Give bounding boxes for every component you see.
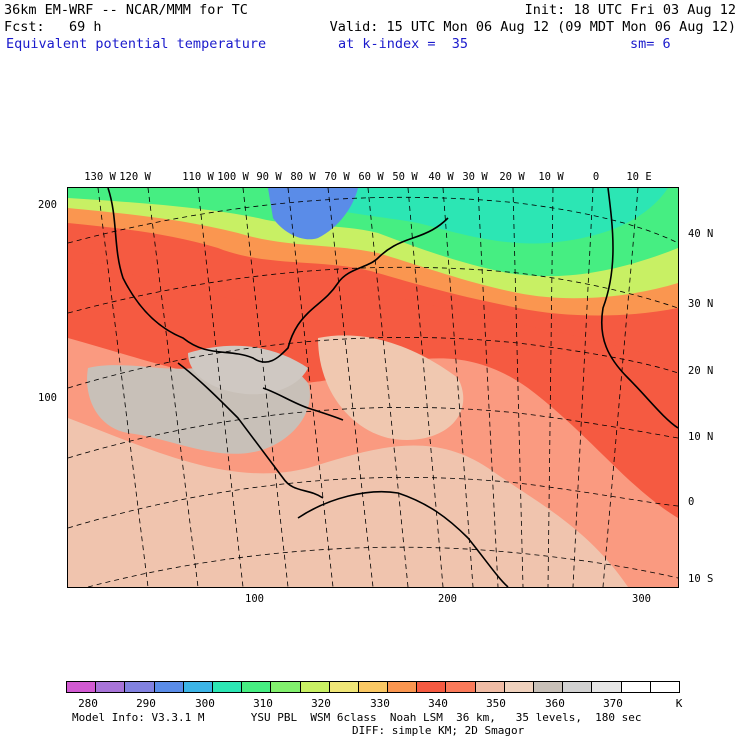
colorbar: [66, 681, 680, 693]
colorbar-label: 290: [136, 697, 156, 710]
lat-label: 30 N: [688, 298, 714, 310]
colorbar-unit: K: [675, 697, 683, 710]
lon-label: 70 W: [324, 171, 350, 183]
colorbar-swatch: [446, 682, 476, 692]
colorbar-swatch: [183, 682, 213, 692]
model-title: 36km EM-WRF -- NCAR/MMM for TC: [4, 2, 248, 18]
smoothing-info: sm= 6: [630, 36, 671, 52]
model-info: Model Info: V3.3.1 M YSU PBL WSM 6class …: [72, 711, 642, 724]
lon-label: 130 W: [84, 171, 116, 183]
lon-label: 10 E: [626, 171, 652, 183]
lon-label: 20 W: [499, 171, 525, 183]
colorbar-swatch: [621, 682, 651, 692]
colorbar-swatch: [358, 682, 389, 692]
y-grid-label: 100: [38, 392, 57, 404]
diffusion-info: DIFF: simple KM; 2D Smagor: [352, 724, 525, 737]
forecast-hour: Fcst: 69 h: [4, 19, 102, 35]
field-band-355: [68, 418, 628, 587]
lon-label: 90 W: [256, 171, 282, 183]
lon-label: 50 W: [392, 171, 418, 183]
lon-label: 80 W: [290, 171, 316, 183]
colorbar-label: 310: [253, 697, 273, 710]
x-grid-label: 200: [438, 593, 457, 605]
init-time: Init: 18 UTC Fri 03 Aug 12: [524, 2, 736, 18]
colorbar-label: 320: [311, 697, 331, 710]
colorbar-label: 300: [195, 697, 215, 710]
colorbar-label: 330: [370, 697, 390, 710]
colorbar-label: 350: [486, 697, 506, 710]
field-band-355b: [318, 335, 464, 440]
colorbar-swatch: [300, 682, 330, 692]
lon-label: 110 W: [182, 171, 214, 183]
lon-label: 0: [592, 171, 600, 183]
colorbar-swatch: [212, 682, 243, 692]
colorbar-swatch: [154, 682, 184, 692]
field-band-300: [278, 188, 668, 244]
lon-label: 30 W: [462, 171, 488, 183]
colorbar-swatch: [329, 682, 359, 692]
lat-label: 40 N: [688, 228, 714, 240]
theta-e-map: [67, 187, 679, 588]
colorbar-swatch: [534, 682, 564, 692]
lon-label: 100 W: [217, 171, 249, 183]
colorbar-swatch: [417, 682, 447, 692]
lat-label: 10 S: [688, 573, 714, 585]
lon-label: 120 W: [119, 171, 151, 183]
y-grid-label: 200: [38, 199, 57, 211]
colorbar-swatch: [96, 682, 126, 692]
colorbar-label: 340: [428, 697, 448, 710]
lat-label: 20 N: [688, 365, 714, 377]
colorbar-swatch: [592, 682, 622, 692]
lon-label: 10 W: [538, 171, 564, 183]
x-grid-label: 100: [245, 593, 264, 605]
lat-label: 0: [688, 496, 695, 508]
colorbar-swatch: [504, 682, 534, 692]
colorbar-swatch: [67, 682, 97, 692]
field-band-290: [268, 188, 358, 240]
lat-label: 10 N: [688, 431, 714, 443]
colorbar-label: 280: [78, 697, 98, 710]
graticule: [68, 188, 678, 587]
colorbar-swatch: [388, 682, 418, 692]
colorbar-swatch: [475, 682, 505, 692]
coastlines: [107, 188, 678, 587]
level-info: at k-index = 35: [338, 36, 469, 52]
lon-label: 40 W: [428, 171, 454, 183]
field-name: Equivalent potential temperature: [6, 36, 267, 52]
colorbar-label: 370: [603, 697, 623, 710]
colorbar-swatch: [650, 682, 679, 692]
colorbar-swatch: [563, 682, 593, 692]
colorbar-swatch: [242, 682, 272, 692]
colorbar-swatch: [125, 682, 155, 692]
valid-time: Valid: 15 UTC Mon 06 Aug 12 (09 MDT Mon …: [329, 19, 736, 35]
colorbar-swatch: [271, 682, 301, 692]
lon-label: 60 W: [358, 171, 384, 183]
colorbar-label: 360: [545, 697, 565, 710]
x-grid-label: 300: [632, 593, 651, 605]
